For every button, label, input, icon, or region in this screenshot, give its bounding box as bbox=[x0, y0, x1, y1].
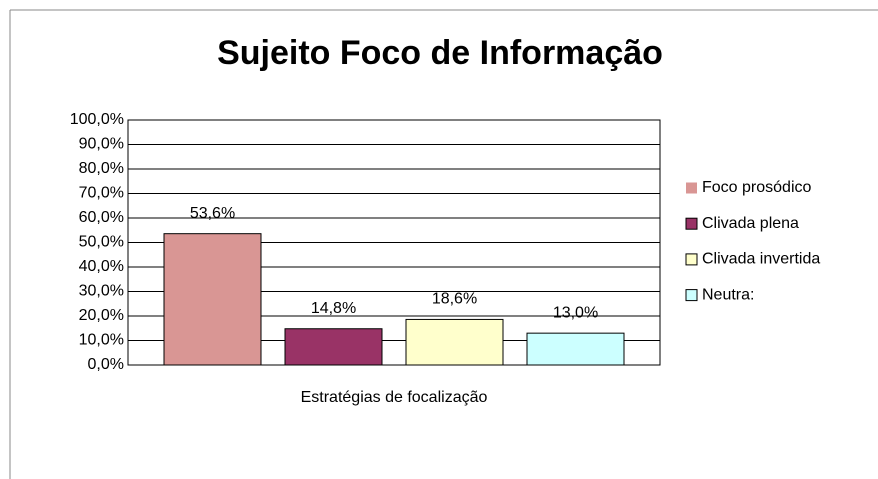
bar bbox=[405, 318, 504, 366]
x-axis-category: Estratégias de focalização bbox=[301, 389, 488, 406]
bar bbox=[163, 233, 262, 366]
y-tick-label: 70,0% bbox=[79, 185, 124, 202]
legend-label: Clivada invertida bbox=[702, 251, 820, 268]
y-tick-label: 30,0% bbox=[79, 283, 124, 300]
y-tick-label: 40,0% bbox=[79, 258, 124, 275]
plot-border bbox=[127, 119, 661, 366]
y-tick-label: 100,0% bbox=[70, 111, 124, 128]
legend-swatch bbox=[685, 289, 698, 302]
legend-label: Neutra: bbox=[702, 286, 754, 303]
y-tick-label: 20,0% bbox=[79, 307, 124, 324]
value-label: 13,0% bbox=[553, 304, 598, 321]
chart-title: Sujeito Foco de Informação bbox=[217, 34, 663, 72]
legend-swatch bbox=[685, 217, 698, 230]
bar bbox=[284, 328, 383, 366]
value-label: 14,8% bbox=[311, 300, 356, 317]
bar bbox=[526, 332, 625, 366]
legend-label: Clivada plena bbox=[702, 215, 799, 232]
y-tick-label: 90,0% bbox=[79, 136, 124, 153]
legend-swatch bbox=[686, 182, 697, 194]
y-tick-label: 50,0% bbox=[79, 234, 124, 251]
y-tick-label: 60,0% bbox=[79, 209, 124, 226]
value-label: 53,6% bbox=[190, 205, 235, 222]
value-label: 18,6% bbox=[432, 291, 477, 308]
y-tick-label: 10,0% bbox=[79, 332, 124, 349]
y-tick-label: 80,0% bbox=[79, 160, 124, 177]
legend-swatch bbox=[685, 253, 698, 266]
legend-label: Foco prosódico bbox=[702, 179, 811, 196]
y-tick-label: 0,0% bbox=[88, 356, 124, 373]
